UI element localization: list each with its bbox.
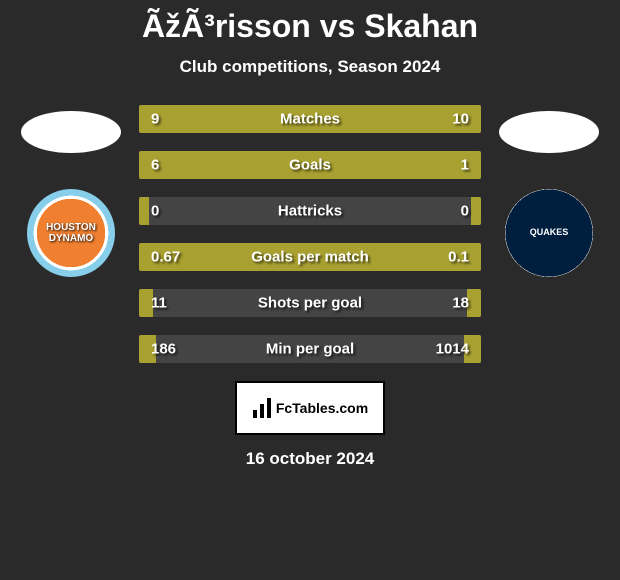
bar-right xyxy=(413,243,481,271)
stat-left-value: 11 xyxy=(151,295,167,312)
stat-right-value: 10 xyxy=(452,111,469,128)
stat-right-value: 1 xyxy=(461,157,469,174)
bar-left xyxy=(139,151,409,179)
team-logo-left: HOUSTONDYNAMO xyxy=(27,189,115,277)
stat-label: Matches xyxy=(280,111,340,128)
stat-row: 0 0 Hattricks xyxy=(139,197,481,225)
date: 16 october 2024 xyxy=(0,449,620,469)
team-logo-right-text: QUAKES xyxy=(530,228,569,238)
stat-right-value: 18 xyxy=(452,295,469,312)
team-logo-right: QUAKES xyxy=(505,189,593,277)
chart-icon xyxy=(252,396,272,420)
main-row: HOUSTONDYNAMO 9 10 Matches 6 1 Goals 0 0 Hattric… xyxy=(0,105,620,363)
player-placeholder-left xyxy=(21,111,121,153)
brand-text: FcTables.com xyxy=(276,400,368,416)
stat-row: 6 1 Goals xyxy=(139,151,481,179)
left-col: HOUSTONDYNAMO xyxy=(21,111,121,277)
stat-label: Goals xyxy=(289,157,331,174)
stat-row: 9 10 Matches xyxy=(139,105,481,133)
bar-right xyxy=(409,151,481,179)
stat-row: 0.67 0.1 Goals per match xyxy=(139,243,481,271)
team-logo-left-text: HOUSTONDYNAMO xyxy=(46,222,96,244)
comparison-card: ÃžÃ³risson vs Skahan Club competitions, … xyxy=(0,0,620,469)
page-title: ÃžÃ³risson vs Skahan xyxy=(0,8,620,45)
bar-right xyxy=(467,289,481,317)
stat-label: Hattricks xyxy=(278,203,342,220)
bar-left xyxy=(139,105,300,133)
stat-left-value: 186 xyxy=(151,341,176,358)
stat-left-value: 0 xyxy=(151,203,159,220)
stat-right-value: 0.1 xyxy=(448,249,469,266)
stat-label: Goals per match xyxy=(251,249,369,266)
stat-row: 11 18 Shots per goal xyxy=(139,289,481,317)
bar-left xyxy=(139,197,149,225)
player-placeholder-right xyxy=(499,111,599,153)
brand-badge: FcTables.com xyxy=(235,381,385,435)
stat-label: Min per goal xyxy=(266,341,354,358)
subtitle: Club competitions, Season 2024 xyxy=(0,57,620,77)
bar-right xyxy=(471,197,481,225)
right-col: QUAKES xyxy=(499,111,599,277)
stat-label: Shots per goal xyxy=(258,295,362,312)
stats-column: 9 10 Matches 6 1 Goals 0 0 Hattricks 0.67 0.1 Goals… xyxy=(139,105,481,363)
stat-left-value: 6 xyxy=(151,157,159,174)
stat-row: 186 1014 Min per goal xyxy=(139,335,481,363)
stat-left-value: 9 xyxy=(151,111,159,128)
stat-left-value: 0.67 xyxy=(151,249,180,266)
stat-right-value: 1014 xyxy=(436,341,469,358)
stat-right-value: 0 xyxy=(461,203,469,220)
